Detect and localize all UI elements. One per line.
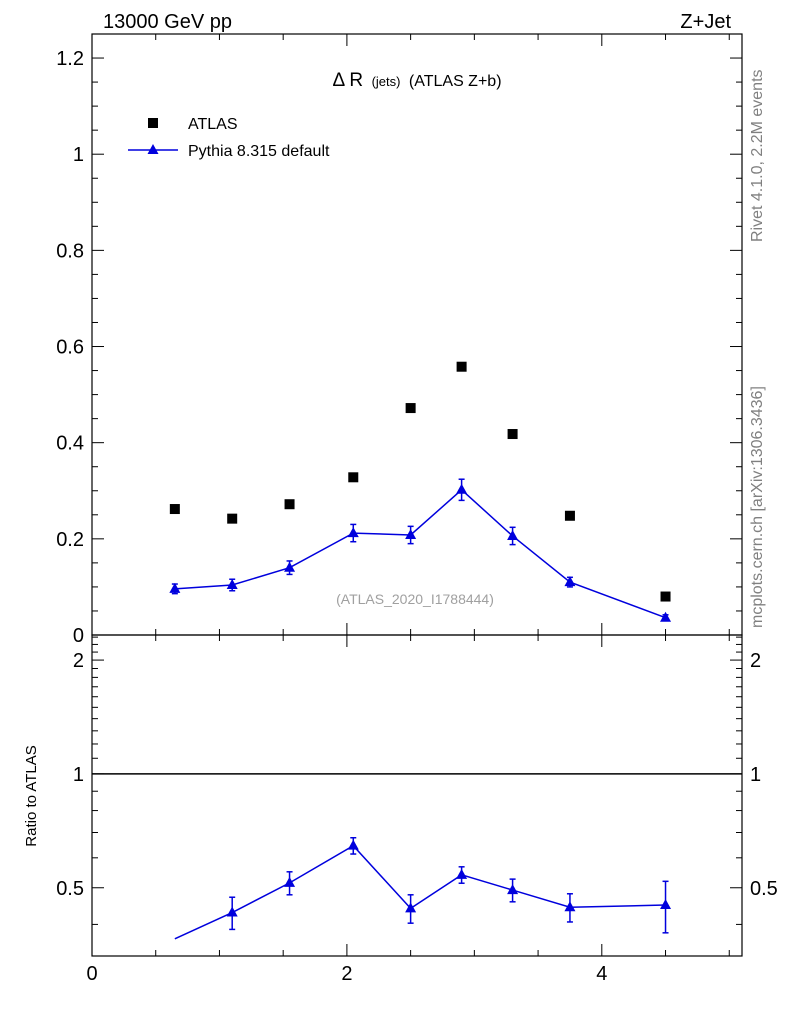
atlas-point — [169, 504, 180, 515]
ratio-y-tick-label-right: 0.5 — [750, 878, 778, 900]
atlas-point — [284, 499, 295, 510]
pythia-point — [284, 561, 296, 572]
atlas-point — [507, 429, 518, 440]
ratio-point — [660, 899, 672, 910]
ratio-point — [564, 901, 576, 912]
ratio-x-axis-ticks: 0 2 4 — [86, 635, 730, 985]
energy-label: 13000 GeV pp — [103, 11, 232, 33]
ratio-point — [284, 876, 296, 887]
ratio-y-tick-label: 1 — [73, 764, 84, 786]
main-y-tick-label: 0.8 — [56, 240, 84, 262]
main-x-axis-ticks — [91, 34, 730, 635]
ratio-point — [347, 839, 359, 850]
title-symbol: Δ R — [332, 70, 363, 91]
x-tick-label: 4 — [596, 963, 607, 985]
main-y-tick-label: 0 — [73, 625, 84, 647]
ratio-point — [226, 906, 238, 917]
title-rest: (ATLAS Z+b) — [409, 73, 502, 90]
ratio-y-tick-label-right: 2 — [750, 650, 761, 672]
main-y-tick-label: 0.4 — [56, 433, 84, 455]
ratio-y-tick-label: 0.5 — [56, 878, 84, 900]
atlas-point — [227, 513, 238, 524]
main-y-tick-label: 0.2 — [56, 529, 84, 551]
atlas-point — [348, 472, 359, 483]
pythia-point — [660, 611, 672, 622]
ratio-point — [507, 884, 519, 895]
legend-data-label: ATLAS — [188, 116, 238, 133]
legend: ATLAS Pythia 8.315 default — [128, 116, 330, 160]
title-subscript: (jets) — [372, 74, 401, 89]
process-label: Z+Jet — [680, 11, 731, 33]
plot-title: Δ R (jets) (ATLAS Z+b) — [332, 70, 501, 91]
ratio-y-axis-label: Ratio to ATLAS — [23, 745, 40, 846]
atlas-point — [456, 361, 467, 372]
atlas-point — [660, 591, 671, 602]
pythia-point — [405, 528, 417, 539]
pythia-point — [169, 582, 181, 593]
analysis-id-label: (ATLAS_2020_I1788444) — [336, 591, 494, 607]
rivet-version-label: Rivet 4.1.0, 2.2M events — [749, 69, 766, 242]
ratio-data-layer — [92, 773, 742, 940]
main-y-axis-ticks: 0 0.2 0.4 0.6 0.8 1 1.2 — [56, 48, 742, 647]
legend-data-marker — [148, 118, 158, 128]
atlas-point — [564, 510, 575, 521]
source-label: mcplots.cern.ch [arXiv:1306.3436] — [749, 386, 766, 628]
pythia-point — [226, 578, 238, 589]
pythia-point — [507, 529, 519, 540]
ratio-plot-frame — [91, 634, 743, 957]
pythia-point — [456, 483, 468, 494]
ratio-point — [405, 902, 417, 913]
pythia-point — [564, 576, 576, 587]
main-y-tick-label: 1.2 — [56, 48, 84, 70]
main-y-tick-label: 0.6 — [56, 337, 84, 359]
main-data-layer — [169, 361, 672, 622]
ratio-y-tick-label-right: 1 — [750, 764, 761, 786]
pythia-point — [347, 527, 359, 538]
ratio-point — [456, 868, 468, 879]
atlas-point — [405, 403, 416, 414]
main-y-tick-label: 1 — [73, 144, 84, 166]
x-tick-label: 2 — [341, 963, 352, 985]
legend-mc-label: Pythia 8.315 default — [188, 143, 330, 160]
ratio-y-axis-ticks: 0.5 0.5 1 1 2 2 — [56, 636, 778, 925]
ratio-y-tick-label: 2 — [73, 650, 84, 672]
ratio-series-line — [174, 844, 666, 940]
x-tick-label: 0 — [86, 963, 97, 985]
legend-mc-marker — [147, 144, 159, 154]
